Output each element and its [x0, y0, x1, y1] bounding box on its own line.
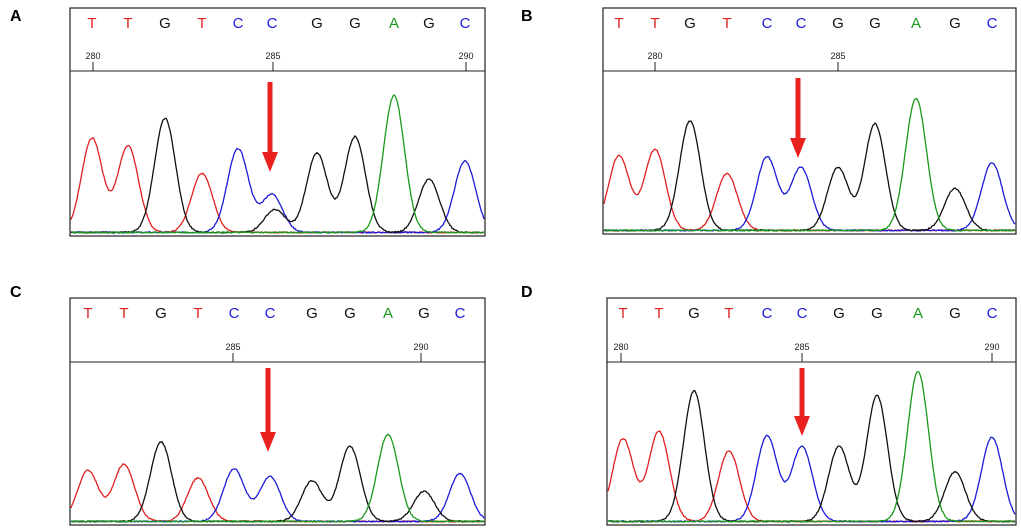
mutation-arrow-shaft — [265, 368, 271, 434]
trace-g — [603, 120, 1015, 232]
base-call-label: G — [949, 15, 961, 32]
base-call-label: G — [423, 15, 435, 32]
base-call-label: C — [762, 305, 773, 322]
mutation-arrow-head — [794, 416, 810, 436]
base-call-label: T — [123, 15, 132, 32]
trace-a — [603, 98, 1016, 232]
mutation-arrow-shaft — [795, 78, 801, 140]
base-call-label: C — [987, 15, 998, 32]
panel-b: B T T G T C C G G A G C 280 285 — [515, 0, 1021, 260]
base-call-label: T — [654, 305, 663, 322]
position-tick-label: 280 — [85, 51, 100, 61]
panel-letter: D — [521, 284, 533, 301]
mutation-arrow-head — [262, 152, 278, 172]
base-call-label: T — [618, 305, 627, 322]
base-call-label: G — [684, 15, 696, 32]
position-tick-label: 285 — [830, 51, 845, 61]
panel-c: C T T G T C C G G A G C 285 290 — [0, 278, 500, 530]
base-call-label: T — [650, 15, 659, 32]
base-call-label: G — [344, 305, 356, 322]
panel-letter: B — [521, 8, 533, 25]
trace-g — [70, 117, 484, 234]
position-tick-label: 280 — [647, 51, 662, 61]
chromatogram-chart: T T G T C C G G A G C 280 285 — [602, 7, 1017, 235]
base-call-label: G — [832, 15, 844, 32]
base-call-label: G — [871, 305, 883, 322]
plot-frame — [606, 297, 1017, 526]
base-call-label: C — [265, 305, 276, 322]
base-call-label: C — [267, 15, 278, 32]
base-call-label: G — [869, 15, 881, 32]
position-tick-label: 285 — [225, 342, 240, 352]
trace-a — [70, 94, 485, 234]
panel-letter: C — [10, 284, 22, 301]
mutation-arrow-shaft — [799, 368, 805, 418]
plot-frame — [602, 7, 1017, 235]
base-call-label: T — [614, 15, 623, 32]
base-call-label: C — [762, 15, 773, 32]
mutation-arrow-shaft — [267, 82, 273, 154]
base-call-label: G — [418, 305, 430, 322]
base-call-label: A — [911, 15, 921, 32]
chromatogram-chart: T T G T C C G G A G C 280 285 290 — [606, 297, 1017, 526]
base-call-label: C — [797, 305, 808, 322]
position-tick-label: 290 — [458, 51, 473, 61]
position-tick-label: 285 — [265, 51, 280, 61]
plot-frame — [69, 297, 486, 526]
base-call-label: T — [119, 305, 128, 322]
base-call-label: A — [913, 305, 923, 322]
base-call-label: C — [796, 15, 807, 32]
base-call-label: G — [833, 305, 845, 322]
base-call-label: G — [155, 305, 167, 322]
position-tick-label: 290 — [413, 342, 428, 352]
base-call-label: T — [193, 305, 202, 322]
base-call-label: G — [349, 15, 361, 32]
base-call-label: G — [306, 305, 318, 322]
trace-a — [70, 433, 485, 523]
base-call-label: C — [460, 15, 471, 32]
base-call-label: T — [722, 15, 731, 32]
base-call-label: T — [724, 305, 733, 322]
base-call-label: C — [455, 305, 466, 322]
mutation-arrow-head — [790, 138, 806, 158]
base-call-label: G — [949, 305, 961, 322]
base-call-label: T — [197, 15, 206, 32]
chromatogram-chart: T T G T C C G G A G C 280 285 290 — [69, 7, 486, 237]
base-call-label: A — [389, 15, 399, 32]
panel-a: A T T G T C C G G A G C 280 285 290 — [0, 0, 500, 260]
chromatogram-chart: T T G T C C G G A G C 285 290 — [69, 297, 486, 526]
panel-letter: A — [10, 8, 22, 25]
position-tick-label: 285 — [794, 342, 809, 352]
position-tick-label: 280 — [613, 342, 628, 352]
base-call-label: T — [83, 305, 92, 322]
base-call-label: T — [87, 15, 96, 32]
position-tick-label: 290 — [984, 342, 999, 352]
base-call-label: A — [383, 305, 393, 322]
trace-a — [607, 370, 1016, 523]
base-call-label: C — [987, 305, 998, 322]
base-call-label: C — [229, 305, 240, 322]
trace-g — [607, 389, 1016, 523]
base-call-label: G — [159, 15, 171, 32]
plot-frame — [69, 7, 486, 237]
base-call-label: C — [233, 15, 244, 32]
mutation-arrow-head — [260, 432, 276, 452]
base-call-label: G — [688, 305, 700, 322]
panel-d: D T T G T C C G G A G C 280 285 290 — [515, 278, 1021, 530]
base-call-label: G — [311, 15, 323, 32]
